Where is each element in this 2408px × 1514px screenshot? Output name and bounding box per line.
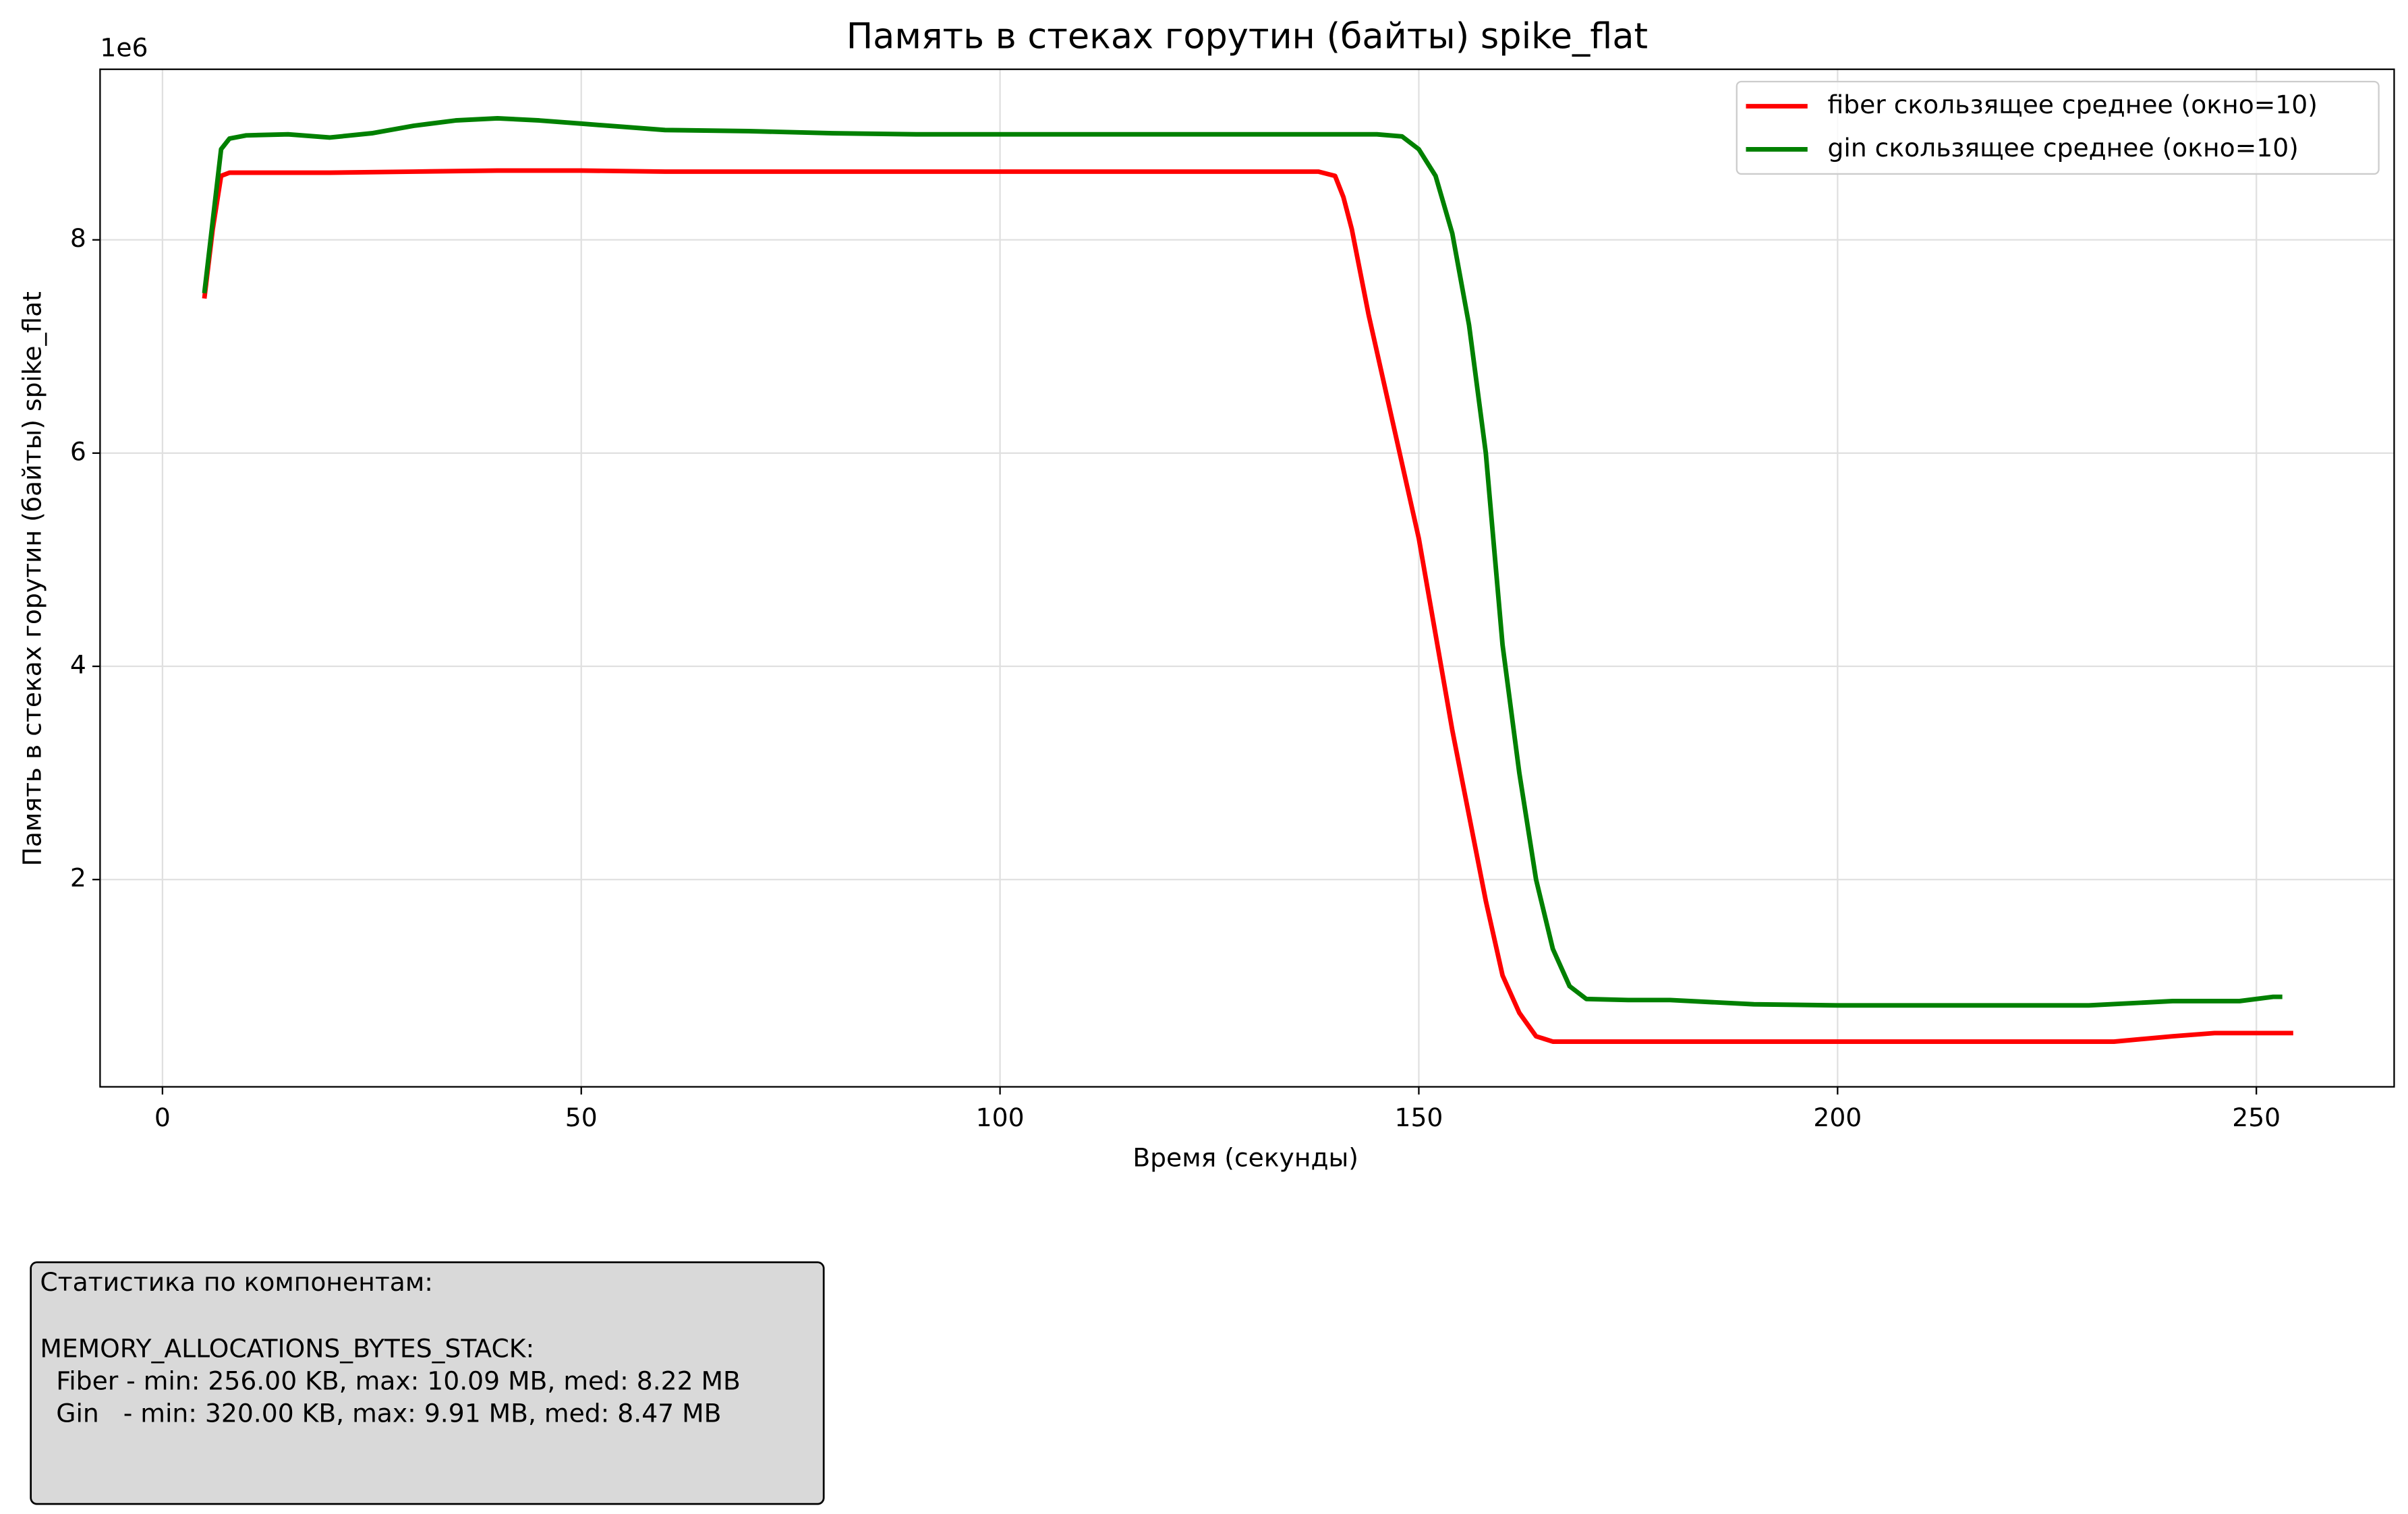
legend: fiber скользящее среднее (окно=10) gin ск…	[1736, 80, 2380, 175]
legend-box	[1736, 80, 2380, 175]
x-tick-label: 200	[1813, 1103, 1862, 1132]
x-tick-label: 150	[1395, 1103, 1443, 1132]
stats-line: Gin - min: 320.00 KB, max: 9.91 MB, med:…	[40, 1398, 721, 1428]
x-axis-label: Время (секунды)	[1133, 1142, 1358, 1172]
chart-title: Память в стеках горутин (байты) spike_fl…	[847, 16, 1648, 57]
y-tick-label: 8	[70, 223, 86, 253]
x-tick-label: 250	[2232, 1103, 2281, 1132]
x-tick-label: 100	[976, 1103, 1025, 1132]
y-offset-label: 1e6	[100, 33, 148, 63]
stats-background	[30, 1261, 825, 1505]
axes-frame	[99, 68, 2395, 1088]
y-tick-label: 2	[70, 863, 86, 893]
x-tick-label: 0	[154, 1103, 171, 1132]
y-tick-label: 6	[70, 436, 86, 466]
ticks: 0 50 100 150 200 250 2 4 6 8	[70, 223, 2281, 1132]
series-line	[202, 116, 2283, 1008]
legend-label: fiber скользящее среднее (окно=10)	[1827, 90, 2317, 119]
lines	[202, 116, 2293, 1044]
y-tick-label: 4	[70, 650, 86, 680]
y-axis-label: Память в стеках горутин (байты) spike_fl…	[18, 291, 47, 866]
x-tick-label: 50	[565, 1103, 598, 1132]
stats-box: Статистика по компонентам: MEMORY_ALLOCA…	[30, 1261, 825, 1505]
grid	[100, 69, 2395, 1087]
series-line	[202, 168, 2293, 1044]
stats-line: MEMORY_ALLOCATIONS_BYTES_STACK:	[40, 1333, 534, 1363]
legend-label: gin скользящее среднее (окно=10)	[1827, 133, 2298, 163]
stats-line: Fiber - min: 256.00 KB, max: 10.09 MB, m…	[40, 1366, 741, 1395]
stats-line: Статистика по компонентам:	[40, 1267, 433, 1297]
